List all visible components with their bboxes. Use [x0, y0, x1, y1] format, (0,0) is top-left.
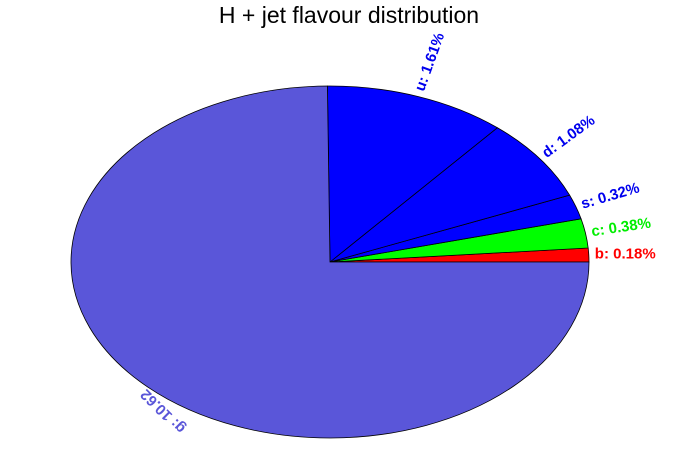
slice-label-0: b: 0.18% — [595, 246, 656, 263]
pie-slice-4 — [327, 85, 499, 263]
slice-label-4: u: 1.61% — [412, 31, 449, 94]
pie-slice-5 — [70, 85, 590, 439]
slice-label-2: s: 0.32% — [579, 179, 641, 212]
chart-title: H + jet flavour distribution — [218, 2, 480, 28]
pie-slice-3 — [329, 127, 571, 263]
slice-label-1: c: 0.38% — [590, 215, 652, 241]
slice-label-3: d: 1.08% — [539, 112, 598, 162]
